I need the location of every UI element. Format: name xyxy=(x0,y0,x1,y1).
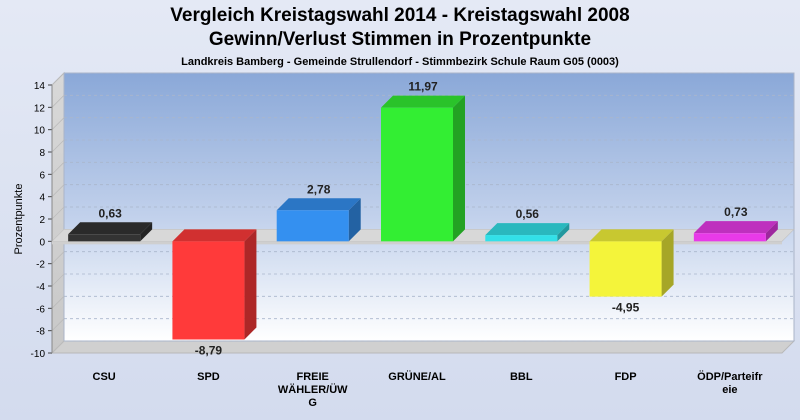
bar-side xyxy=(348,198,361,242)
y-tick-label: -2 xyxy=(36,260,45,271)
x-tick-label: G xyxy=(308,397,317,409)
data-label: 0,56 xyxy=(516,207,540,221)
bar-top xyxy=(693,221,778,234)
y-tick-label: 2 xyxy=(39,215,45,226)
bar-top xyxy=(172,229,257,242)
x-tick-label: GRÜNE/AL xyxy=(388,370,446,383)
x-tick-label: WÄHLER/ÜW xyxy=(278,383,348,396)
x-tick-label: eie xyxy=(722,384,737,396)
bar-side xyxy=(557,223,570,242)
data-label: 11,97 xyxy=(408,80,438,94)
bar xyxy=(693,233,766,242)
y-tick-label: -6 xyxy=(36,304,45,315)
bar-side xyxy=(453,95,465,242)
x-tick-label: SPD xyxy=(197,371,220,383)
data-label: -4,95 xyxy=(612,301,640,315)
data-label: -8,79 xyxy=(195,343,223,357)
y-tick-label: 8 xyxy=(39,148,45,159)
chart-subtitle-location: Landkreis Bamberg - Gemeinde Strullendor… xyxy=(181,56,619,68)
bar-side xyxy=(661,229,674,297)
x-tick-label: FREIE xyxy=(297,371,329,383)
gridline-side xyxy=(51,117,65,130)
bar-top xyxy=(276,198,361,211)
bar-top xyxy=(381,95,465,108)
gridline-side xyxy=(51,273,65,287)
gridline-side xyxy=(51,340,65,354)
data-label: 2,78 xyxy=(307,182,331,196)
zero-plane-front xyxy=(52,241,782,245)
y-tick-label: 6 xyxy=(39,170,45,181)
x-tick-label: CSU xyxy=(93,371,116,383)
x-tick-label: BBL xyxy=(510,371,533,383)
y-tick-label: 14 xyxy=(34,81,46,92)
chart-subtitle: Gewinn/Verlust Stimmen in Prozentpunkte xyxy=(208,29,592,50)
chart-title: Vergleich Kreistagswahl 2014 - Kreistags… xyxy=(170,5,630,26)
y-tick-label: -4 xyxy=(36,282,45,293)
bar-side xyxy=(244,229,257,340)
x-tick-label: ÖDP/Parteifr xyxy=(697,370,763,383)
bar-side xyxy=(765,221,778,242)
gridline-side xyxy=(51,296,65,309)
bar-top xyxy=(589,229,674,242)
gridline-side xyxy=(51,206,65,220)
y-tick-label: -10 xyxy=(31,349,46,360)
data-label: 0,63 xyxy=(98,206,122,220)
gridline-side xyxy=(51,318,65,331)
bar xyxy=(172,241,245,340)
gridline-side xyxy=(51,72,65,86)
bar-side xyxy=(140,222,153,242)
chart-titles: Vergleich Kreistagswahl 2014 - Kreistags… xyxy=(0,4,800,70)
y-tick-label: -8 xyxy=(36,327,45,338)
y-tick-label: 12 xyxy=(34,103,46,114)
bar-top xyxy=(68,222,153,235)
bar xyxy=(68,234,141,242)
gridline-side xyxy=(51,251,65,264)
y-tick-label: 10 xyxy=(34,126,46,137)
gridline-side xyxy=(51,162,65,175)
data-label: 0,73 xyxy=(724,205,748,219)
gridline-side xyxy=(51,95,65,108)
gridline-side xyxy=(51,139,65,153)
floor xyxy=(50,340,796,354)
bar xyxy=(485,235,558,242)
y-axis-label: Prozentpunkte xyxy=(13,184,25,255)
y-tick-label: 4 xyxy=(39,193,45,204)
bar xyxy=(276,210,349,242)
y-tick-label: 0 xyxy=(39,237,45,248)
bar xyxy=(589,241,662,297)
bar-top xyxy=(485,223,570,236)
plot-area: 14 12 10 8 6 4 2 0 -2 -4 -6 -8 -10 Prozentpunkte 0,63 C… xyxy=(13,71,796,409)
bar xyxy=(381,107,453,242)
gridline-side xyxy=(51,184,65,197)
x-tick-label: FDP xyxy=(615,371,637,383)
